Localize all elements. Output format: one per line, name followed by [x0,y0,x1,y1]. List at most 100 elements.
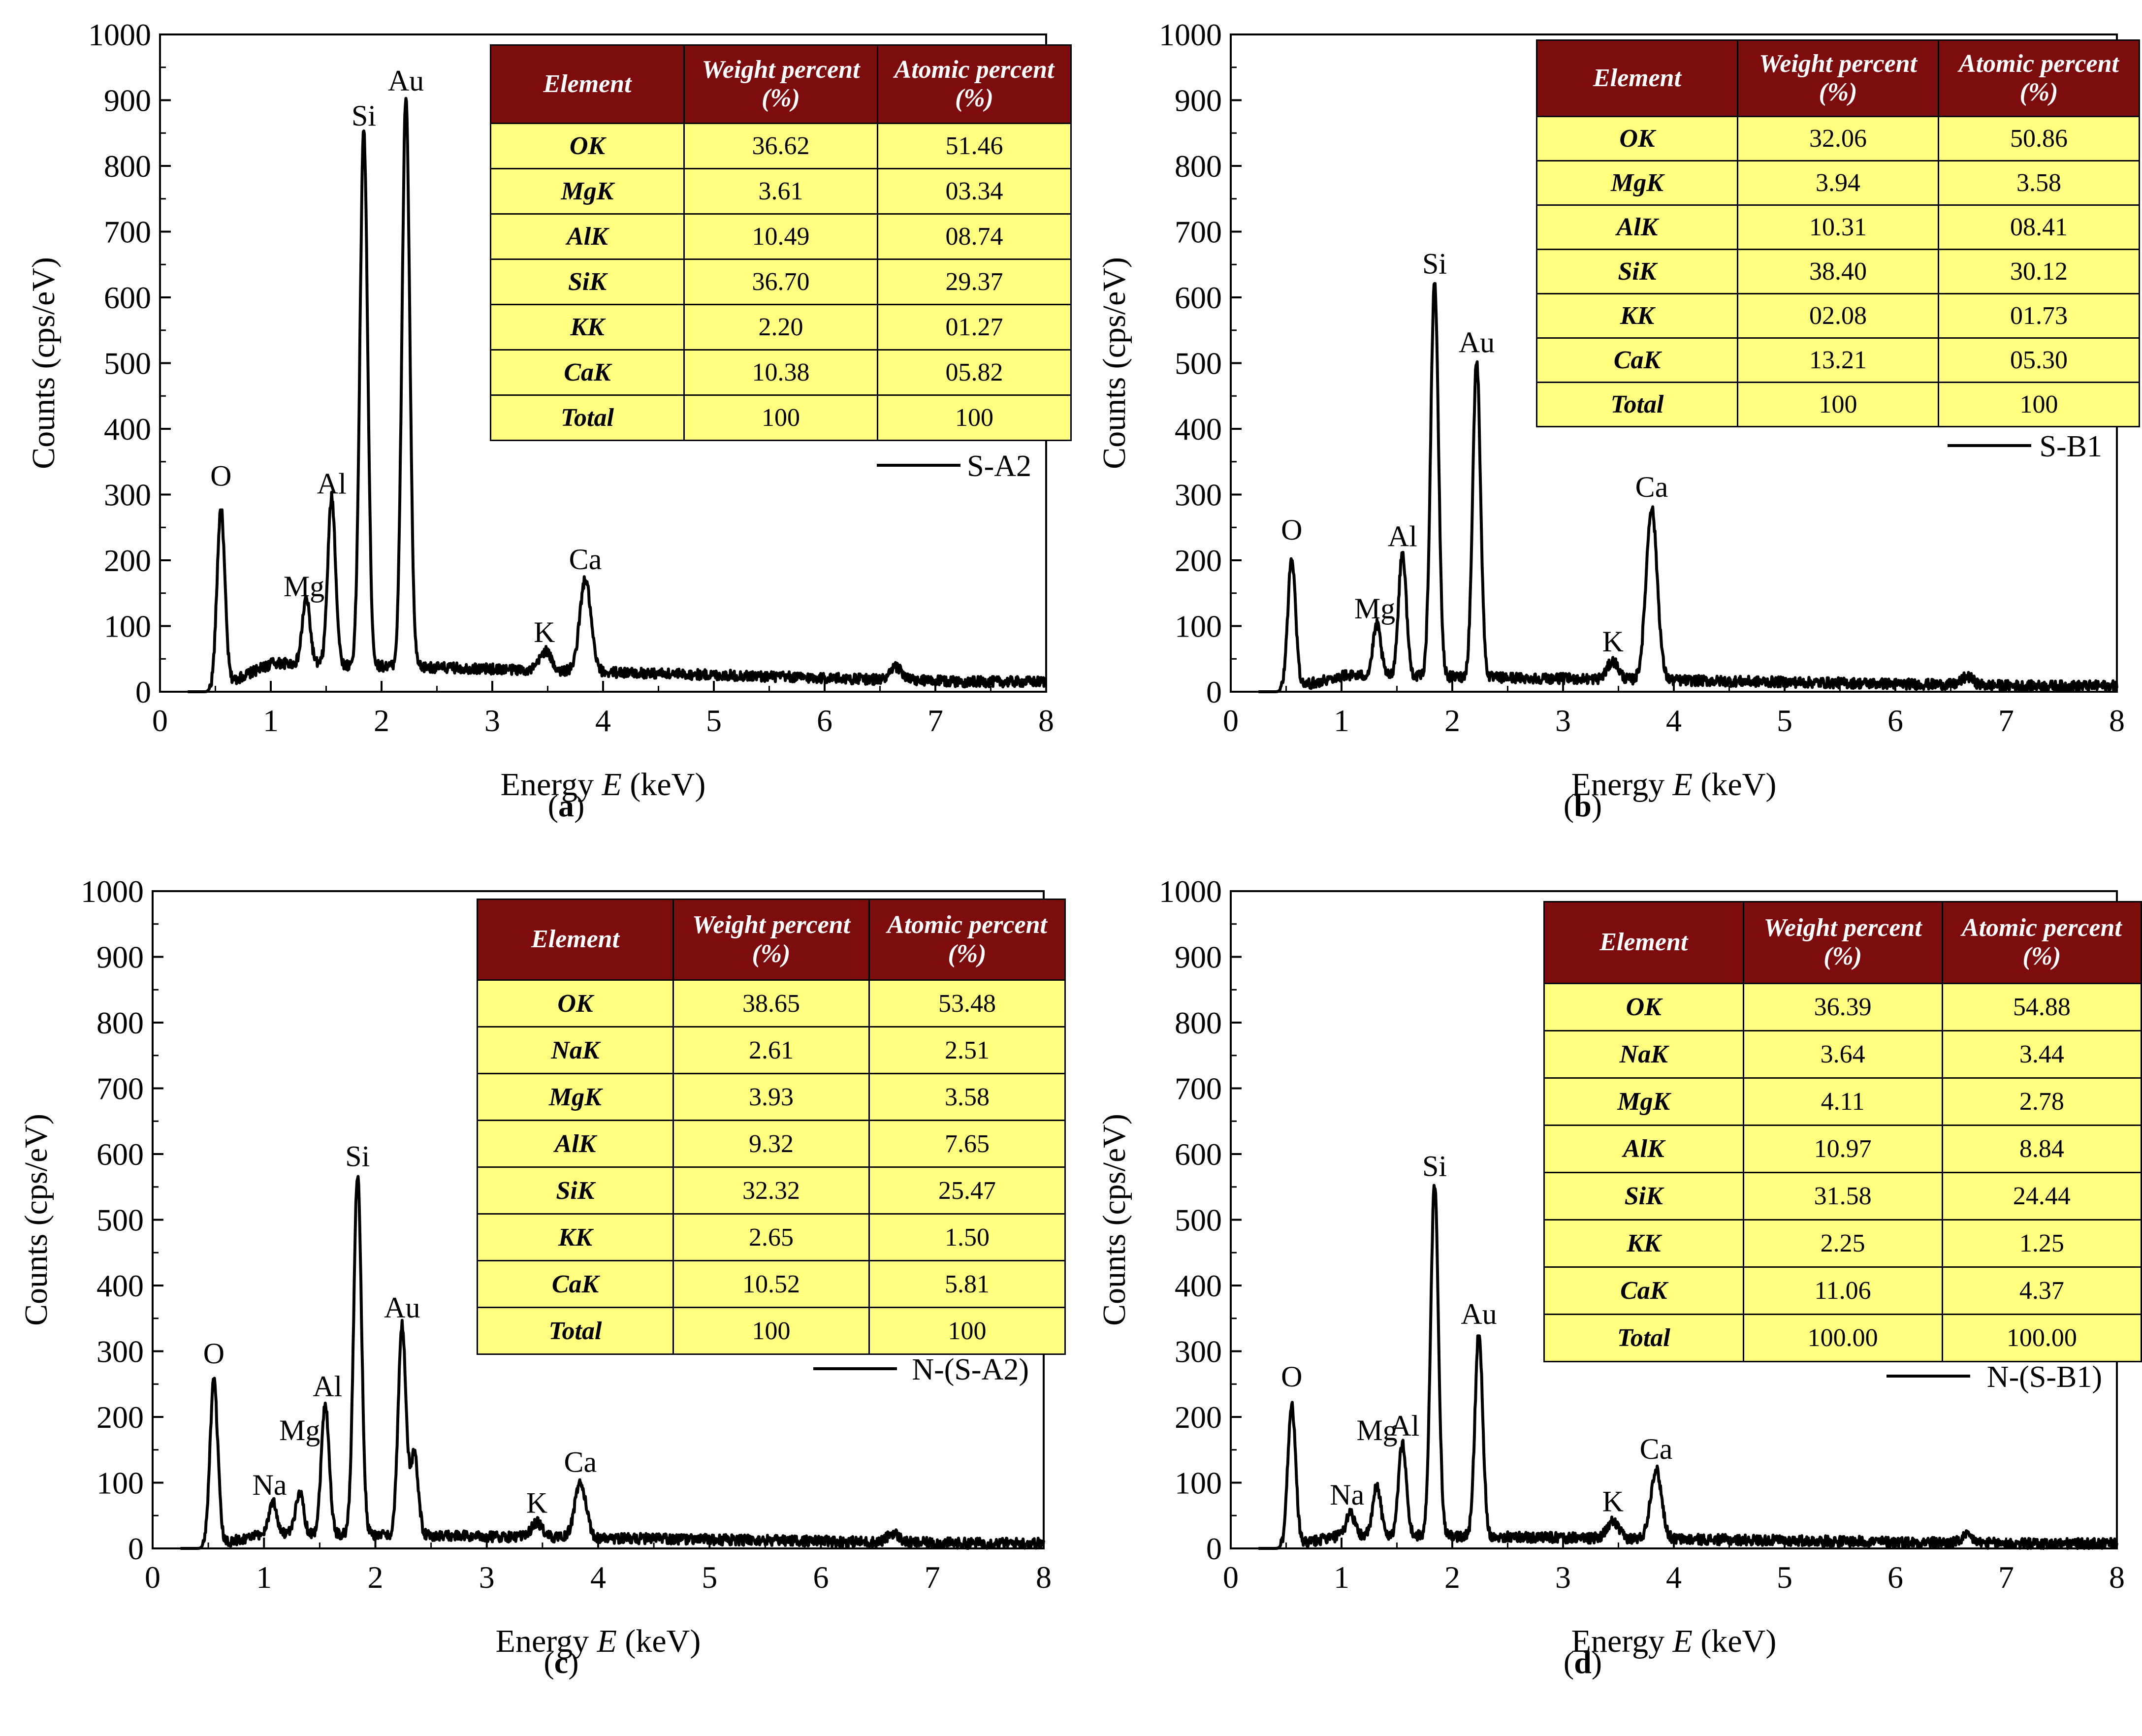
y-axis-title: Counts (cps/eV) [1096,1114,1132,1326]
y-tick-label: 100 [96,1466,144,1501]
composition-table: Element Weight percent (%) Atomic percent … [1543,901,2142,1362]
x-tick-label: 4 [1666,1560,1682,1595]
table-value-cell: 100.00 [1941,1313,2142,1362]
table-header-cell: Weight percent (%) [1737,39,1939,118]
peak-label: Al [1390,1410,1419,1442]
y-tick-label: 900 [104,83,151,118]
y-tick-label: 400 [1175,412,1222,447]
y-tick-label: 800 [1175,149,1222,184]
table-row: CaK 11.06 4.37 [1543,1266,2142,1315]
peak-label: Na [1330,1479,1364,1511]
panel-caption: (b) [1563,788,1602,823]
peak-label: Au [384,1291,420,1324]
x-tick-label: 3 [1555,703,1571,738]
peak-label: O [203,1337,224,1370]
table-row: AlK 10.97 8.84 [1543,1124,2142,1173]
table-row: AlK 10.49 08.74 [490,213,1072,260]
table-value-cell: 10.52 [672,1260,870,1308]
x-tick-label: 4 [1666,703,1682,738]
table-value-cell: 10.49 [683,213,878,260]
table-value-cell: 3.61 [683,167,878,215]
table-value-cell: 32.32 [672,1166,870,1215]
table-value-cell: 2.61 [672,1026,870,1074]
x-tick-label: 8 [1036,1560,1052,1595]
table-value-cell: 3.94 [1737,160,1939,206]
table-header-cell: Weight percent (%) [672,899,870,981]
y-tick-label: 600 [96,1137,144,1172]
series-line-S-B1 [1257,282,2118,693]
table-row: KK 2.25 1.25 [1543,1219,2142,1268]
y-tick-label: 100 [104,609,151,644]
x-tick-label: 2 [368,1560,384,1595]
table-value-cell: 13.21 [1737,337,1939,384]
table-value-cell: 2.65 [672,1213,870,1261]
x-tick-label: 3 [1555,1560,1571,1595]
table-value-cell: 10.31 [1737,204,1939,251]
table-row: SiK 31.58 24.44 [1543,1171,2142,1221]
table-value-cell: 38.65 [672,979,870,1028]
table-header-cell: Atomic percent (%) [1938,39,2140,118]
table-value-cell: 2.20 [683,303,878,351]
table-value-cell: 02.08 [1737,293,1939,339]
x-tick-label: 6 [1887,703,1903,738]
table-value-cell: 53.48 [868,979,1066,1028]
x-axis-title: Energy E (keV) [1571,767,1777,803]
table-element-cell: AlK [477,1120,674,1168]
table-element-cell: MgK [477,1073,674,1121]
table-header-cell: Element [477,899,674,981]
table-value-cell: 54.88 [1941,982,2142,1031]
table-value-cell: 05.30 [1938,337,2140,384]
table-header-cell: Atomic percent (%) [1941,901,2142,984]
table-row: Total 100 100 [1536,382,2140,428]
peak-label: O [1281,514,1302,546]
y-tick-label: 800 [104,149,151,184]
table-value-cell: 36.62 [683,122,878,169]
table-row: KK 02.08 01.73 [1536,293,2140,339]
table-element-cell: MgK [490,167,685,215]
table-value-cell: 25.47 [868,1166,1066,1215]
panel-caption: (a) [547,788,585,823]
y-tick-label: 200 [96,1400,144,1435]
table-element-cell: SiK [1536,249,1738,295]
peak-label: Na [253,1469,287,1501]
y-tick-label: 100 [1175,609,1222,644]
table-element-cell: Total [1543,1313,1744,1362]
table-row: MgK 3.93 3.58 [477,1073,1066,1121]
peak-label: Si [352,99,376,132]
y-tick-label: 200 [1175,1400,1222,1435]
y-tick-label: 600 [1175,1137,1222,1172]
peak-label: Mg [1354,592,1395,625]
y-tick-label: 700 [1175,1071,1222,1106]
table-element-cell: OK [1543,982,1744,1031]
y-axis-title: Counts (cps/eV) [18,1114,54,1326]
x-tick-label: 1 [1334,1560,1349,1595]
table-row: MgK 3.61 03.34 [490,167,1072,215]
table-value-cell: 38.40 [1737,249,1939,295]
x-axis-title: Energy E (keV) [496,1623,701,1659]
y-tick-label: 900 [1175,940,1222,975]
table-element-cell: SiK [477,1166,674,1215]
table-value-cell: 100 [683,394,878,441]
y-tick-label: 600 [104,280,151,315]
x-tick-label: 4 [595,703,611,738]
legend-label: S-A2 [967,450,1031,483]
table-value-cell: 30.12 [1938,249,2140,295]
peak-label: Ca [569,543,602,576]
table-row: SiK 38.40 30.12 [1536,249,2140,295]
table-element-cell: Total [477,1307,674,1355]
table-element-cell: NaK [1543,1029,1744,1079]
table-element-cell: Total [490,394,685,441]
table-element-cell: MgK [1536,160,1738,206]
table-value-cell: 10.97 [1742,1124,1943,1173]
table-value-cell: 3.58 [868,1073,1066,1121]
table-row: CaK 10.38 05.82 [490,349,1072,396]
x-tick-label: 6 [817,703,832,738]
table-element-cell: SiK [1543,1171,1744,1221]
x-tick-label: 5 [1777,703,1792,738]
legend-label: S-B1 [2040,430,2102,463]
table-value-cell: 31.58 [1742,1171,1943,1221]
y-tick-label: 0 [1206,675,1222,709]
